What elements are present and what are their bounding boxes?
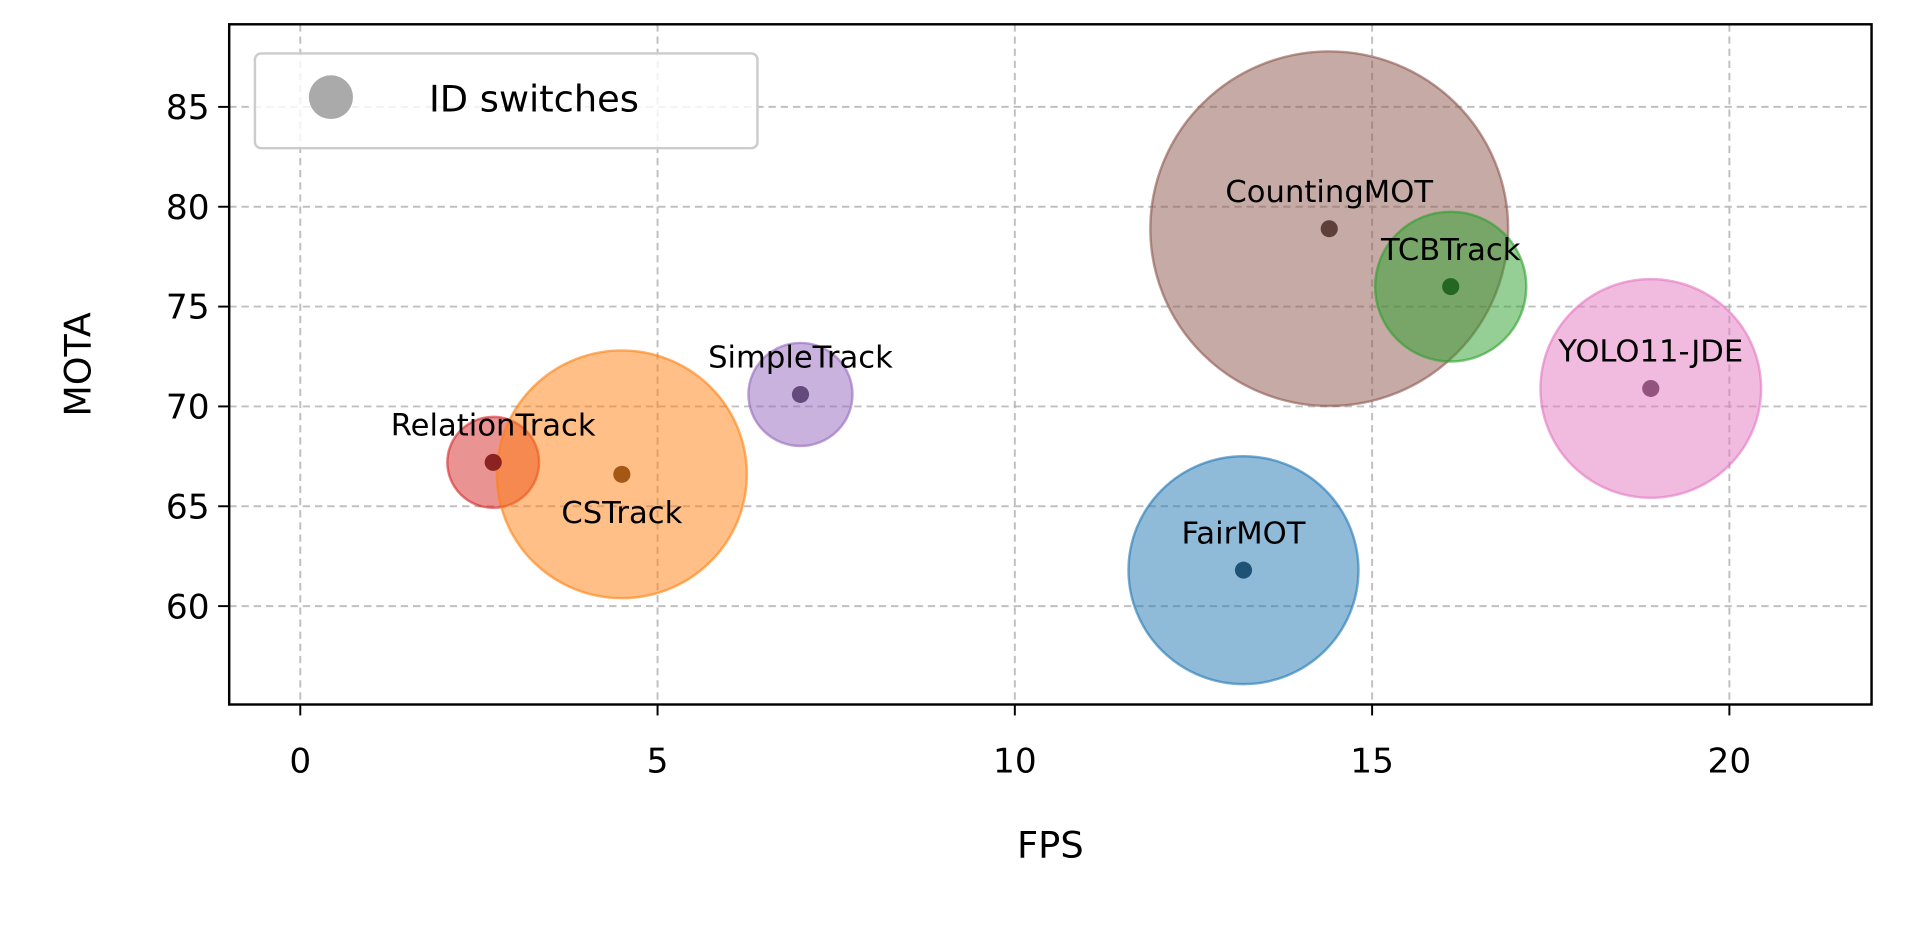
legend: ID switches xyxy=(253,52,759,150)
y-tick-label: 80 xyxy=(166,188,210,228)
y-axis-label: MOTA xyxy=(57,312,100,416)
x-tick-label: 5 xyxy=(647,742,669,782)
plot-frame xyxy=(227,23,1873,706)
point-marker xyxy=(791,385,810,403)
y-tick-label: 60 xyxy=(166,587,210,627)
legend-label: ID switches xyxy=(429,78,639,121)
x-tick-label: 15 xyxy=(1350,742,1394,782)
point-label: CountingMOT xyxy=(1225,175,1433,210)
x-axis-label: FPS xyxy=(1017,824,1084,867)
y-tick-label: 85 xyxy=(166,88,210,128)
point-marker xyxy=(1442,278,1460,296)
legend-box xyxy=(253,52,759,150)
point-label: CSTrack xyxy=(561,496,682,531)
point-label: SimpleTrack xyxy=(708,341,893,376)
point-labels: RelationTrack CSTrack SimpleTrack CountingM… xyxy=(391,175,1744,551)
legend-marker xyxy=(308,75,353,120)
x-tick-label: 10 xyxy=(993,742,1037,782)
bubbles xyxy=(446,50,1763,686)
x-tick-label: 0 xyxy=(289,742,311,782)
y-tick-label: 75 xyxy=(166,288,210,328)
point-marker xyxy=(1234,561,1253,579)
point-label: RelationTrack xyxy=(391,409,596,444)
y-tick-label: 70 xyxy=(166,388,210,428)
ticks: 0 5 10 15 20 60 65 70 75 80 85 xyxy=(166,88,1751,781)
point-label: YOLO11-JDE xyxy=(1557,335,1743,370)
point-marker xyxy=(1642,379,1660,397)
point-label: TCBTrack xyxy=(1380,233,1521,268)
point-marker xyxy=(613,465,631,483)
point-marker xyxy=(1320,220,1338,238)
point-marker xyxy=(484,453,502,471)
y-tick-label: 65 xyxy=(166,488,210,528)
point-label: FairMOT xyxy=(1182,517,1306,552)
x-tick-label: 20 xyxy=(1708,742,1752,782)
